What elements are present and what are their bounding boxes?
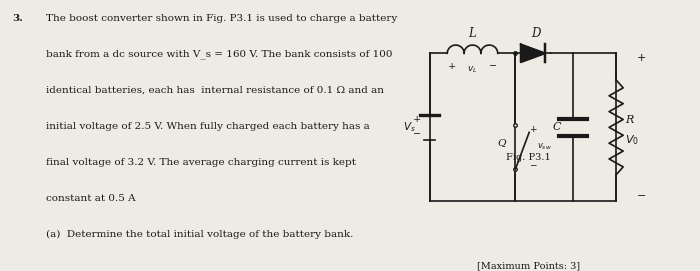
- Text: +: +: [413, 115, 421, 124]
- Text: $v_L$: $v_L$: [468, 64, 477, 75]
- Text: R: R: [625, 115, 634, 125]
- Text: Q: Q: [497, 138, 505, 147]
- Text: (a)  Determine the total initial voltage of the battery bank.: (a) Determine the total initial voltage …: [46, 230, 353, 239]
- Text: −: −: [529, 160, 537, 169]
- Polygon shape: [521, 44, 545, 62]
- Text: +: +: [637, 53, 646, 63]
- Text: Fig. P3.1: Fig. P3.1: [506, 153, 551, 162]
- Text: D: D: [531, 27, 540, 40]
- Text: bank from a dc source with V_s = 160 V. The bank consists of 100: bank from a dc source with V_s = 160 V. …: [46, 50, 392, 59]
- Text: L: L: [468, 27, 477, 40]
- Text: −: −: [637, 192, 646, 202]
- Text: constant at 0.5 A: constant at 0.5 A: [46, 194, 135, 203]
- Text: The boost converter shown in Fig. P3.1 is used to charge a battery: The boost converter shown in Fig. P3.1 i…: [46, 14, 397, 22]
- Text: $V_s$: $V_s$: [403, 121, 416, 134]
- Text: initial voltage of 2.5 V. When fully charged each battery has a: initial voltage of 2.5 V. When fully cha…: [46, 122, 370, 131]
- Text: $V_0$: $V_0$: [625, 133, 639, 147]
- Text: 3.: 3.: [13, 14, 24, 22]
- Text: −: −: [413, 130, 421, 139]
- Text: +: +: [529, 125, 537, 134]
- Text: +: +: [448, 62, 456, 71]
- Text: C: C: [553, 122, 561, 132]
- Text: [Maximum Points: 3]: [Maximum Points: 3]: [477, 261, 580, 270]
- Text: identical batteries, each has  internal resistance of 0.1 Ω and an: identical batteries, each has internal r…: [46, 86, 384, 95]
- Text: −: −: [489, 62, 497, 71]
- Text: final voltage of 3.2 V. The average charging current is kept: final voltage of 3.2 V. The average char…: [46, 158, 356, 167]
- Text: $v_{sw}$: $v_{sw}$: [537, 142, 552, 152]
